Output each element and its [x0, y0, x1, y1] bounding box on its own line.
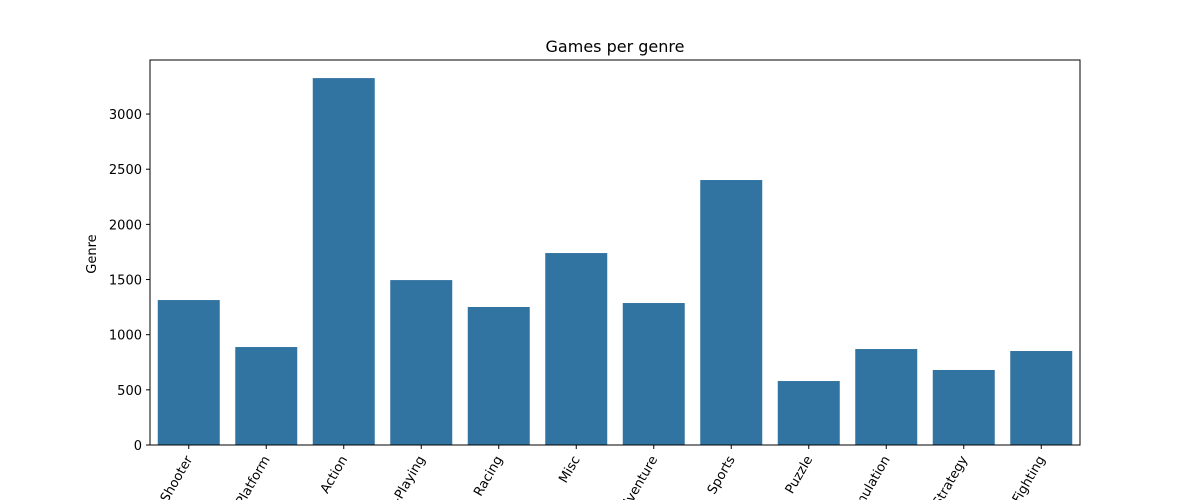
x-tick-label: Platform	[233, 454, 273, 500]
x-tick-label: Role-Playing	[376, 454, 429, 500]
bar	[622, 303, 685, 445]
bar	[777, 381, 840, 445]
y-tick-label: 2500	[109, 163, 142, 178]
y-tick-label: 2000	[109, 218, 142, 233]
x-tick-label: Simulation	[846, 454, 894, 500]
bar	[157, 300, 220, 445]
bar	[545, 253, 608, 445]
y-tick-label: 1000	[109, 329, 142, 344]
x-tick-label: Strategy	[930, 453, 971, 500]
x-tick-label: Adventure	[615, 454, 662, 500]
bar	[390, 280, 453, 445]
x-tick-label: Action	[318, 454, 351, 497]
x-tick-label: Fighting	[1010, 454, 1049, 500]
x-tick-label: Shooter	[158, 453, 197, 500]
y-axis-label: Genre	[85, 234, 100, 273]
bar	[855, 349, 918, 445]
y-tick-label: 3000	[109, 108, 142, 123]
y-tick-label: 0	[134, 439, 142, 454]
y-tick-label: 1500	[109, 274, 142, 289]
x-tick-label: Racing	[471, 454, 506, 500]
chart-title: Games per genre	[546, 37, 685, 56]
bar	[312, 78, 375, 446]
bar	[467, 306, 530, 445]
x-tick-label: Misc	[556, 454, 583, 486]
bar	[932, 369, 995, 445]
x-tick-label: Puzzle	[783, 454, 817, 497]
bar	[1010, 351, 1073, 445]
x-tick-label: Sports	[705, 453, 739, 497]
y-tick-label: 500	[117, 384, 142, 399]
bar	[700, 180, 763, 445]
plot-frame	[149, 59, 1081, 446]
bar	[235, 347, 298, 445]
